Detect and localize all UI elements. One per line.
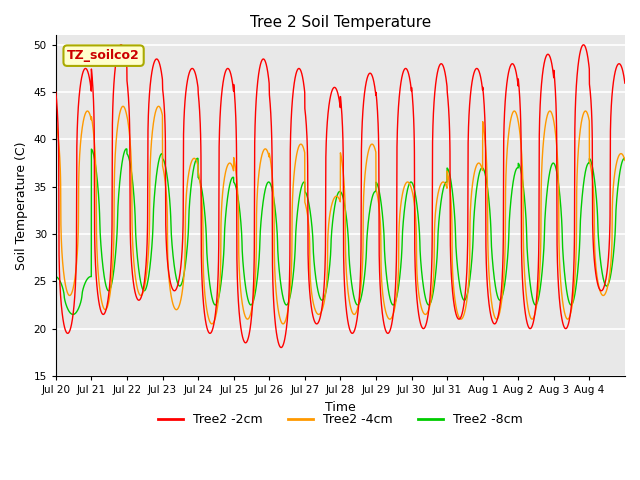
Tree2 -8cm bbox=[69, 312, 77, 317]
Tree2 -8cm bbox=[362, 260, 369, 266]
X-axis label: Time: Time bbox=[325, 400, 356, 413]
Tree2 -2cm bbox=[362, 82, 369, 87]
Tree2 -2cm bbox=[621, 80, 628, 86]
Tree2 -4cm bbox=[362, 165, 369, 170]
Y-axis label: Soil Temperature (C): Soil Temperature (C) bbox=[15, 142, 28, 270]
Tree2 -4cm bbox=[170, 304, 178, 310]
Tree2 -8cm bbox=[122, 146, 130, 152]
Text: TZ_soilco2: TZ_soilco2 bbox=[67, 49, 140, 62]
Legend: Tree2 -2cm, Tree2 -4cm, Tree2 -8cm: Tree2 -2cm, Tree2 -4cm, Tree2 -8cm bbox=[154, 408, 527, 431]
Tree2 -4cm bbox=[621, 157, 628, 163]
Title: Tree 2 Soil Temperature: Tree 2 Soil Temperature bbox=[250, 15, 431, 30]
Tree2 -8cm bbox=[525, 267, 532, 273]
Tree2 -4cm bbox=[525, 308, 532, 314]
Tree2 -8cm bbox=[540, 253, 547, 259]
Tree2 -8cm bbox=[392, 296, 400, 302]
Tree2 -4cm bbox=[208, 321, 216, 327]
Tree2 -2cm bbox=[540, 65, 547, 71]
Tree2 -2cm bbox=[170, 288, 178, 294]
Tree2 -2cm bbox=[392, 264, 400, 270]
Tree2 -4cm bbox=[155, 103, 163, 109]
Tree2 -2cm bbox=[117, 42, 125, 48]
Tree2 -8cm bbox=[52, 274, 60, 279]
Tree2 -2cm bbox=[277, 345, 285, 350]
Tree2 -4cm bbox=[497, 304, 504, 310]
Tree2 -8cm bbox=[621, 156, 628, 161]
Tree2 -4cm bbox=[52, 118, 60, 123]
Tree2 -2cm bbox=[52, 89, 60, 95]
Line: Tree2 -2cm: Tree2 -2cm bbox=[56, 45, 625, 348]
Tree2 -8cm bbox=[497, 297, 504, 302]
Tree2 -4cm bbox=[392, 296, 400, 302]
Line: Tree2 -8cm: Tree2 -8cm bbox=[56, 149, 625, 314]
Tree2 -4cm bbox=[540, 140, 547, 145]
Tree2 -8cm bbox=[170, 261, 178, 267]
Line: Tree2 -4cm: Tree2 -4cm bbox=[56, 106, 625, 324]
Tree2 -2cm bbox=[525, 324, 532, 330]
Tree2 -2cm bbox=[497, 295, 504, 301]
